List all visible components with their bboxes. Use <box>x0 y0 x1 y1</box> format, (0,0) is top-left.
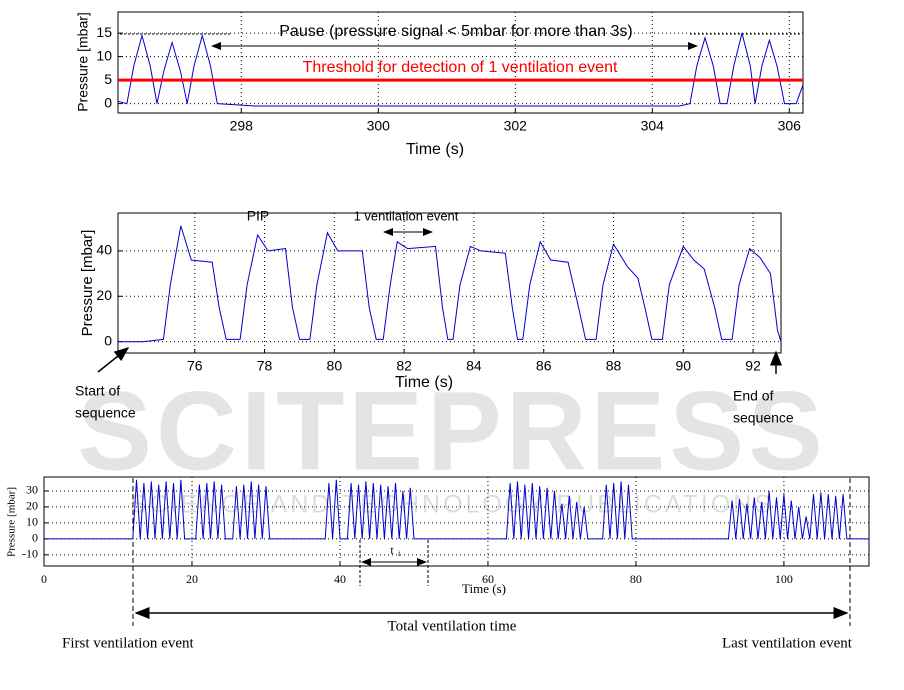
annotation: 1 ventilation event <box>354 208 459 223</box>
y-tick-label: 20 <box>96 287 112 303</box>
annotation: Start of <box>75 383 120 399</box>
x-tick-label: 82 <box>396 358 412 374</box>
annotation: PIP <box>247 208 270 224</box>
annotation: First ventilation event <box>62 635 194 651</box>
x-tick-label: 90 <box>676 358 692 374</box>
x-tick-label: 88 <box>606 358 622 374</box>
y-tick-label: 15 <box>96 24 112 40</box>
y-tick-label: 30 <box>26 483 38 497</box>
plot-area <box>117 11 804 114</box>
annotation: sequence <box>75 405 136 421</box>
watermark-subtitle: SCIENCE AND TECHNOLOGY PUBLICATIONS <box>130 491 774 519</box>
plot-area <box>117 212 782 354</box>
x-tick-label: 302 <box>504 118 528 134</box>
x-tick-label: 80 <box>327 358 343 374</box>
y-axis-label: Pressure [mbar] <box>75 12 91 112</box>
y-tick-label: 20 <box>26 499 38 513</box>
y-tick-label: 0 <box>104 94 112 110</box>
annotation: t <box>390 543 394 557</box>
annotation: End of <box>733 388 774 404</box>
annotation: Total ventilation time <box>388 618 517 634</box>
y-tick-label: 0 <box>32 531 38 545</box>
pressure-line <box>118 225 782 343</box>
x-tick-label: 298 <box>230 118 254 134</box>
x-tick-label: 100 <box>775 572 793 586</box>
y-axis-label: Pressure [mbar] <box>6 487 18 557</box>
y-axis-label: Pressure [mbar] <box>79 230 96 337</box>
pressure-line <box>117 32 804 107</box>
x-tick-label: 84 <box>466 358 482 374</box>
y-tick-label: 0 <box>104 332 112 348</box>
start-arrow <box>97 347 130 373</box>
x-tick-label: 20 <box>186 572 198 586</box>
x-tick-label: 86 <box>536 358 552 374</box>
annotation: i <box>398 549 401 558</box>
x-tick-label: 78 <box>257 358 273 374</box>
x-tick-label: 0 <box>41 572 47 586</box>
annotation: sequence <box>733 410 794 426</box>
chart: 298 300 302 304 306 0 5 10 15 Time (s) Pressure [m… <box>75 11 804 158</box>
y-tick-label: 5 <box>104 71 112 87</box>
x-axis-label: Time (s) <box>462 581 506 596</box>
y-tick-label: 40 <box>96 242 112 258</box>
x-tick-label: 60 <box>482 572 494 586</box>
x-tick-label: 92 <box>745 358 761 374</box>
x-tick-label: 76 <box>187 358 203 374</box>
x-axis-label: Time (s) <box>406 141 464 158</box>
annotation: Pause (pressure signal < 5mbar for more … <box>279 23 633 40</box>
x-tick-label: 80 <box>630 572 642 586</box>
annotation: Threshold for detection of 1 ventilation… <box>303 59 618 76</box>
watermark-title: SCITEPRESS <box>77 369 827 494</box>
x-tick-label: 306 <box>778 118 802 134</box>
x-tick-label: 40 <box>334 572 346 586</box>
annotation: Last ventilation event <box>722 635 853 651</box>
y-tick-label: 10 <box>96 47 112 63</box>
y-tick-label: 10 <box>26 515 38 529</box>
x-tick-label: 304 <box>641 118 665 134</box>
x-axis-label: Time (s) <box>395 374 453 391</box>
y-tick-label: -10 <box>22 547 38 561</box>
pressure-line <box>44 479 869 540</box>
chart: 76 78 80 82 84 86 88 90 92 0 20 40 Time (s) Pressure … <box>75 208 794 426</box>
x-tick-label: 300 <box>367 118 391 134</box>
